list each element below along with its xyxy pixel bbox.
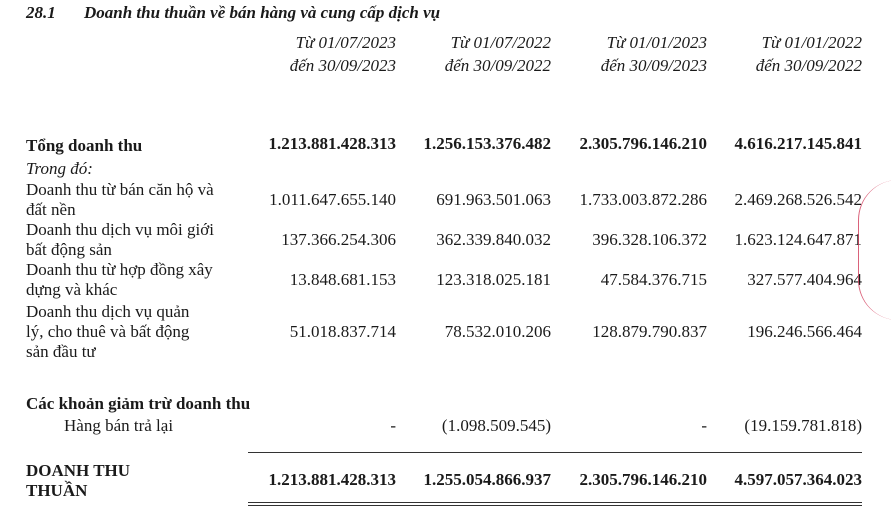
item-label: Doanh thu từ bán căn hộ và đất nền bbox=[26, 180, 214, 219]
deductions-label: Các khoản giảm trừ doanh thu bbox=[26, 394, 251, 413]
item-label: Doanh thu dịch vụ quản lý, cho thuê và b… bbox=[26, 302, 190, 361]
item-value: 327.577.404.964 bbox=[747, 270, 862, 289]
column-header-1-to: đến 30/09/2023 bbox=[289, 56, 396, 75]
section-title: Doanh thu thuần về bán hàng và cung cấp … bbox=[84, 3, 441, 22]
total-revenue-value: 4.616.217.145.841 bbox=[734, 134, 863, 153]
double-rule-top bbox=[248, 502, 862, 503]
section-number: 28.1 bbox=[26, 3, 56, 22]
column-header-3-from: Từ 01/01/2023 bbox=[606, 33, 707, 52]
net-revenue-label: DOANH THU THUẦN bbox=[26, 461, 131, 500]
item-value: 51.018.837.714 bbox=[289, 322, 396, 341]
total-revenue-value: 1.213.881.428.313 bbox=[268, 134, 397, 153]
item-value: 196.246.566.464 bbox=[747, 322, 862, 341]
red-stamp-mark bbox=[858, 180, 891, 320]
item-value: 1.733.003.872.286 bbox=[579, 190, 708, 209]
double-rule-bottom bbox=[248, 505, 862, 506]
net-revenue-value: 2.305.796.146.210 bbox=[579, 470, 708, 489]
deduction-value: - bbox=[390, 416, 396, 435]
item-label: Doanh thu từ hợp đồng xây dựng và khác bbox=[26, 260, 213, 299]
deduction-value: (19.159.781.818) bbox=[744, 416, 862, 435]
column-header-4-to: đến 30/09/2022 bbox=[755, 56, 862, 75]
item-value: 691.963.501.063 bbox=[436, 190, 551, 209]
column-header-2-from: Từ 01/07/2022 bbox=[450, 33, 551, 52]
total-revenue-value: 1.256.153.376.482 bbox=[423, 134, 552, 153]
column-header-1-from: Từ 01/07/2023 bbox=[295, 33, 396, 52]
total-revenue-value: 2.305.796.146.210 bbox=[579, 134, 708, 153]
item-value: 1.011.647.655.140 bbox=[269, 190, 396, 209]
column-header-3-to: đến 30/09/2023 bbox=[600, 56, 707, 75]
item-label: Doanh thu dịch vụ môi giới bất động sản bbox=[26, 220, 214, 259]
item-value: 396.328.106.372 bbox=[592, 230, 707, 249]
net-revenue-value: 1.213.881.428.313 bbox=[268, 470, 397, 489]
breakdown-label: Trong đó: bbox=[26, 159, 93, 178]
sales-returns-label: Hàng bán trả lại bbox=[64, 416, 174, 435]
item-value: 13.848.681.153 bbox=[289, 270, 396, 289]
deduction-value: (1.098.509.545) bbox=[441, 416, 551, 435]
item-value: 362.339.840.032 bbox=[436, 230, 551, 249]
item-value: 137.366.254.306 bbox=[281, 230, 396, 249]
item-value: 2.469.268.526.542 bbox=[734, 190, 863, 209]
subtotal-rule bbox=[248, 452, 862, 453]
item-value: 78.532.010.206 bbox=[444, 322, 551, 341]
column-header-4-from: Từ 01/01/2022 bbox=[761, 33, 862, 52]
net-revenue-value: 4.597.057.364.023 bbox=[734, 470, 863, 489]
deduction-value: - bbox=[701, 416, 707, 435]
item-value: 123.318.025.181 bbox=[436, 270, 551, 289]
item-value: 1.623.124.647.871 bbox=[734, 230, 863, 249]
item-value: 47.584.376.715 bbox=[600, 270, 707, 289]
column-header-2-to: đến 30/09/2022 bbox=[444, 56, 551, 75]
total-revenue-label: Tổng doanh thu bbox=[26, 136, 143, 155]
net-revenue-value: 1.255.054.866.937 bbox=[423, 470, 552, 489]
item-value: 128.879.790.837 bbox=[592, 322, 707, 341]
